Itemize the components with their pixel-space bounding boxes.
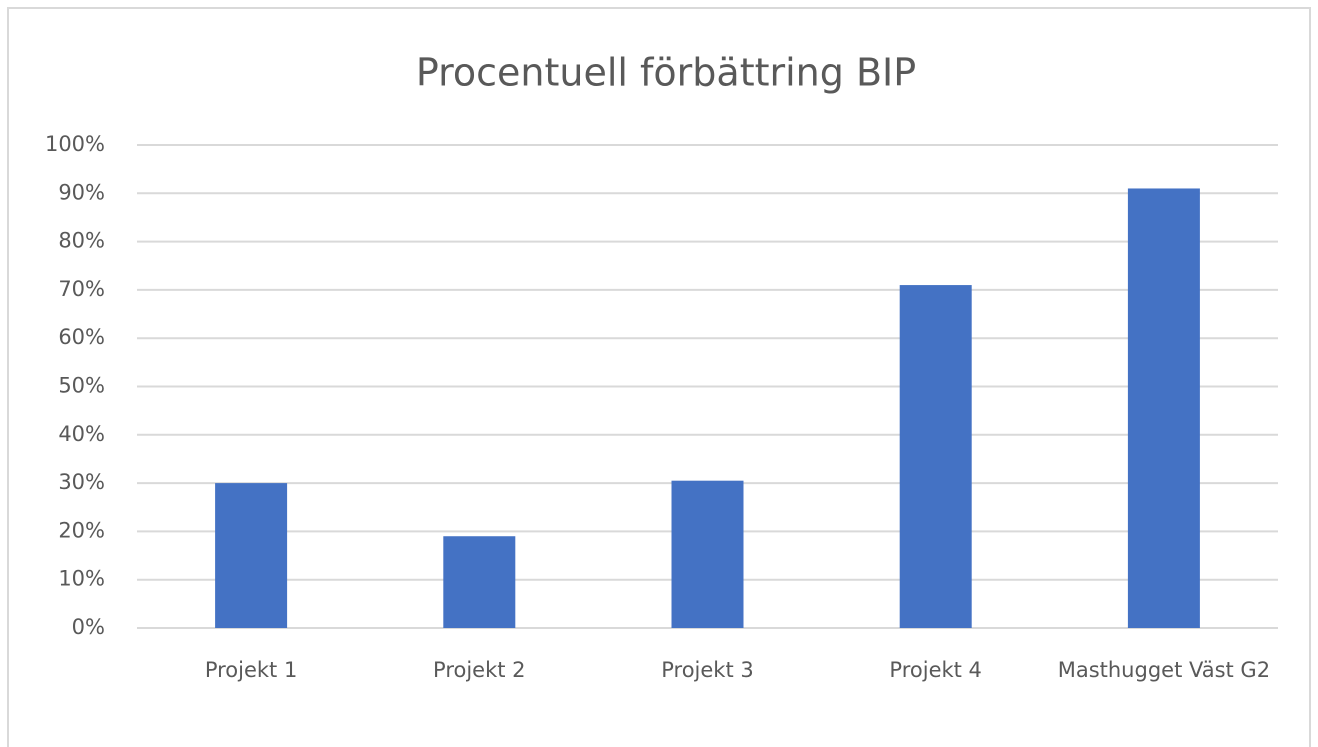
bar <box>215 483 288 628</box>
x-tick-label: Projekt 1 <box>204 658 298 682</box>
bar <box>1127 188 1200 628</box>
y-tick-label: 60% <box>58 325 105 349</box>
x-tick-label: Projekt 3 <box>661 658 754 682</box>
y-tick-label: 10% <box>58 567 105 591</box>
y-tick-label: 20% <box>58 518 105 542</box>
bar <box>671 480 744 628</box>
y-tick-label: 100% <box>45 132 105 156</box>
y-tick-label: 40% <box>58 422 105 446</box>
y-tick-label: 0% <box>72 615 105 639</box>
y-tick-label: 90% <box>58 180 105 204</box>
chart-title: Procentuell förbättring BIP <box>416 51 916 95</box>
y-tick-label: 80% <box>58 229 105 253</box>
chart-border <box>7 7 1311 747</box>
bar <box>443 536 516 628</box>
y-tick-label: 70% <box>58 277 105 301</box>
x-tick-label: Masthugget Väst G2 <box>1057 658 1271 682</box>
x-tick-label: Projekt 4 <box>889 658 982 682</box>
y-tick-label: 50% <box>58 374 105 398</box>
y-tick-label: 30% <box>58 470 105 494</box>
bar <box>899 285 972 628</box>
x-tick-label: Projekt 2 <box>433 658 526 682</box>
